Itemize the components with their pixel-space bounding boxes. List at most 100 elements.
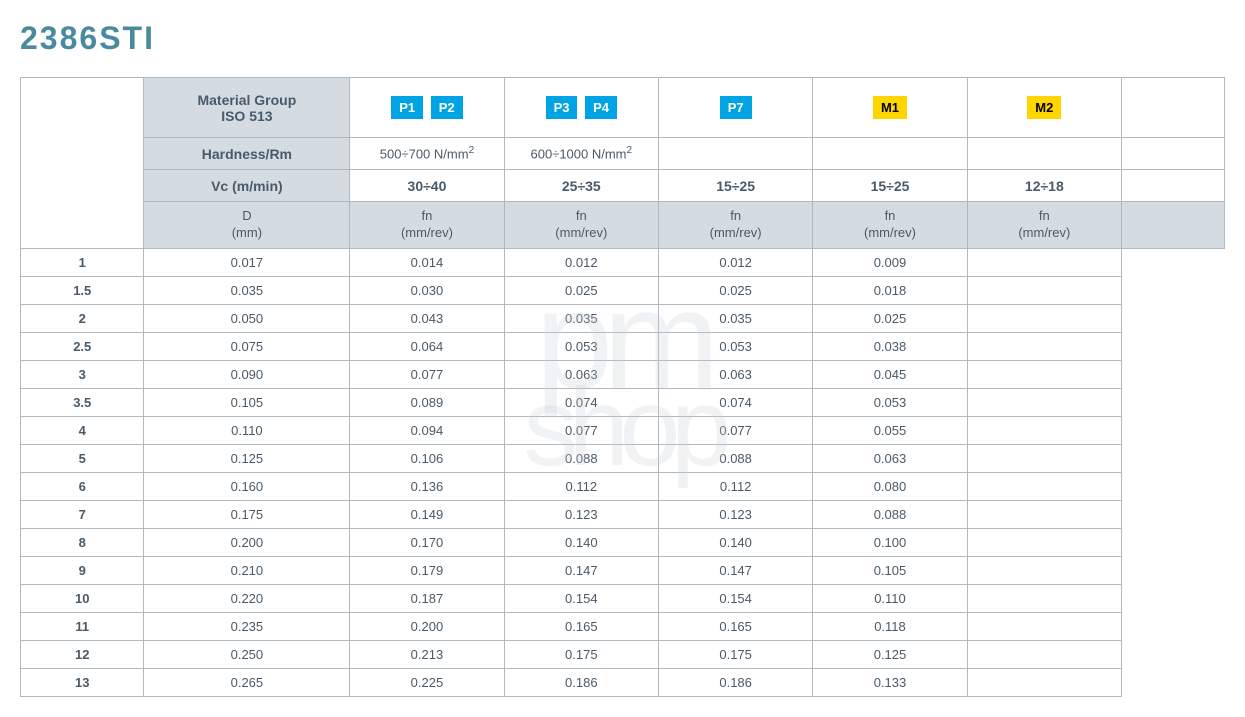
fn-value: 0.110 xyxy=(813,584,967,612)
fn-value: 0.088 xyxy=(504,444,658,472)
fn-value: 0.133 xyxy=(813,668,967,696)
fn-value: 0.136 xyxy=(350,472,504,500)
fn-value: 0.035 xyxy=(658,304,812,332)
vc-3: 15÷25 xyxy=(813,170,967,202)
fn-value: 0.123 xyxy=(658,500,812,528)
material-group-row: Material GroupISO 513 P1 P2 P3 P4 P7 M1 … xyxy=(21,78,1225,138)
fn-value: 0.014 xyxy=(350,248,504,276)
fn-value: 0.147 xyxy=(658,556,812,584)
fn-value: 0.235 xyxy=(144,612,350,640)
fn-value: 0.018 xyxy=(813,276,967,304)
fn-value: 0.077 xyxy=(504,416,658,444)
badge-cell-0: P1 P2 xyxy=(350,78,504,138)
empty-cell xyxy=(967,388,1121,416)
d-value: 8 xyxy=(21,528,144,556)
fn-value: 0.035 xyxy=(504,304,658,332)
fn-value: 0.149 xyxy=(350,500,504,528)
empty-cell xyxy=(967,276,1121,304)
table-row: 80.2000.1700.1400.1400.100 xyxy=(21,528,1225,556)
vc-empty xyxy=(1122,170,1225,202)
fn-value: 0.165 xyxy=(504,612,658,640)
badge-cell-1: P3 P4 xyxy=(504,78,658,138)
fn-value: 0.265 xyxy=(144,668,350,696)
fn-value: 0.053 xyxy=(658,332,812,360)
material-group-header: Material GroupISO 513 xyxy=(144,78,350,138)
d-value: 11 xyxy=(21,612,144,640)
empty-cell xyxy=(967,444,1121,472)
fn-value: 0.125 xyxy=(813,640,967,668)
fn-value: 0.154 xyxy=(504,584,658,612)
d-value: 1.5 xyxy=(21,276,144,304)
fn-value: 0.074 xyxy=(658,388,812,416)
fn-value: 0.063 xyxy=(658,360,812,388)
d-value: 3 xyxy=(21,360,144,388)
fn-header-3: fn(mm/rev) xyxy=(813,202,967,249)
table-row: 90.2100.1790.1470.1470.105 xyxy=(21,556,1225,584)
table-row: 70.1750.1490.1230.1230.088 xyxy=(21,500,1225,528)
d-value: 13 xyxy=(21,668,144,696)
fn-value: 0.106 xyxy=(350,444,504,472)
fn-value: 0.250 xyxy=(144,640,350,668)
vc-0: 30÷40 xyxy=(350,170,504,202)
table-head: Material GroupISO 513 P1 P2 P3 P4 P7 M1 … xyxy=(21,78,1225,249)
fn-value: 0.186 xyxy=(658,668,812,696)
fn-value: 0.012 xyxy=(658,248,812,276)
d-value: 10 xyxy=(21,584,144,612)
hardness-1: 600÷1000 N/mm2 xyxy=(504,138,658,170)
badge-cell-4: M2 xyxy=(967,78,1121,138)
fn-value: 0.063 xyxy=(813,444,967,472)
badge-p4: P4 xyxy=(585,96,617,119)
d-value: 7 xyxy=(21,500,144,528)
fn-value: 0.045 xyxy=(813,360,967,388)
fn-value: 0.165 xyxy=(658,612,812,640)
fn-value: 0.035 xyxy=(144,276,350,304)
fn-value: 0.105 xyxy=(813,556,967,584)
fn-value: 0.038 xyxy=(813,332,967,360)
fn-value: 0.187 xyxy=(350,584,504,612)
fn-value: 0.053 xyxy=(813,388,967,416)
fn-value: 0.012 xyxy=(504,248,658,276)
badge-p3: P3 xyxy=(546,96,578,119)
fn-value: 0.140 xyxy=(658,528,812,556)
d-value: 4 xyxy=(21,416,144,444)
hardness-0: 500÷700 N/mm2 xyxy=(350,138,504,170)
badge-cell-empty xyxy=(1122,78,1225,138)
fn-value: 0.123 xyxy=(504,500,658,528)
fn-value: 0.112 xyxy=(504,472,658,500)
fn-header-2: fn(mm/rev) xyxy=(658,202,812,249)
badge-cell-3: M1 xyxy=(813,78,967,138)
fn-value: 0.186 xyxy=(504,668,658,696)
empty-cell xyxy=(967,612,1121,640)
fn-value: 0.088 xyxy=(658,444,812,472)
fn-value: 0.147 xyxy=(504,556,658,584)
empty-cell xyxy=(967,304,1121,332)
table-row: 2.50.0750.0640.0530.0530.038 xyxy=(21,332,1225,360)
left-gutter xyxy=(21,78,144,249)
empty-cell xyxy=(967,416,1121,444)
fn-value: 0.017 xyxy=(144,248,350,276)
fn-value: 0.090 xyxy=(144,360,350,388)
table-row: 120.2500.2130.1750.1750.125 xyxy=(21,640,1225,668)
fn-value: 0.160 xyxy=(144,472,350,500)
fn-value: 0.213 xyxy=(350,640,504,668)
empty-cell xyxy=(967,472,1121,500)
fn-value: 0.175 xyxy=(658,640,812,668)
fn-header-row: D(mm) fn(mm/rev) fn(mm/rev) fn(mm/rev) f… xyxy=(21,202,1225,249)
hardness-row: Hardness/Rm 500÷700 N/mm2 600÷1000 N/mm2 xyxy=(21,138,1225,170)
fn-value: 0.154 xyxy=(658,584,812,612)
fn-value: 0.009 xyxy=(813,248,967,276)
fn-header-0: fn(mm/rev) xyxy=(350,202,504,249)
badge-m1: M1 xyxy=(873,96,907,119)
badge-m2: M2 xyxy=(1027,96,1061,119)
fn-value: 0.200 xyxy=(144,528,350,556)
fn-value: 0.210 xyxy=(144,556,350,584)
fn-value: 0.025 xyxy=(658,276,812,304)
empty-cell xyxy=(967,332,1121,360)
d-value: 3.5 xyxy=(21,388,144,416)
badge-cell-2: P7 xyxy=(658,78,812,138)
badge-p7: P7 xyxy=(720,96,752,119)
table-row: 1.50.0350.0300.0250.0250.018 xyxy=(21,276,1225,304)
fn-value: 0.063 xyxy=(504,360,658,388)
fn-value: 0.179 xyxy=(350,556,504,584)
fn-value: 0.074 xyxy=(504,388,658,416)
